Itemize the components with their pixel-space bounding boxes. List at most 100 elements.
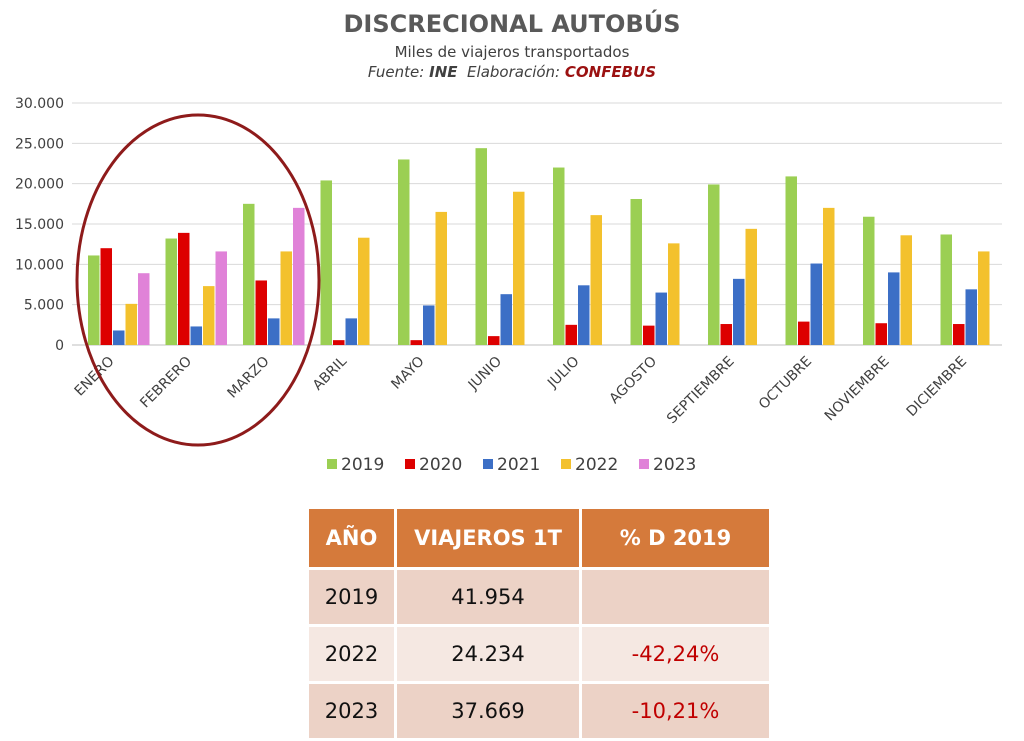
- bar-2022-agosto: [668, 243, 680, 345]
- table-row: 2023 37.669 -10,21%: [309, 684, 769, 738]
- bar-2021-septiembre: [733, 278, 745, 345]
- y-tick-label: 30.000: [15, 96, 64, 112]
- x-tick-label: MARZO: [224, 354, 272, 402]
- y-tick-label: 20.000: [15, 177, 64, 193]
- legend-swatch-2022: [561, 459, 571, 469]
- chart-subtitle: Miles de viajeros transportados: [394, 43, 630, 61]
- cell-pct: -10,21%: [582, 684, 769, 738]
- x-tick-label: JULIO: [544, 354, 582, 392]
- legend-label: 2021: [497, 455, 540, 475]
- x-tick-label: ABRIL: [310, 353, 350, 393]
- bar-2020-agosto: [643, 325, 655, 345]
- x-tick-label: NOVIEMBRE: [822, 354, 893, 425]
- bar-2019-marzo: [243, 203, 255, 345]
- bar-2021-marzo: [268, 318, 280, 345]
- bar-2020-noviembre: [875, 323, 887, 345]
- bar-2021-junio: [500, 294, 512, 345]
- bar-2021-mayo: [423, 305, 435, 345]
- x-tick-label: OCTUBRE: [756, 354, 815, 413]
- header-pct: % D 2019: [582, 509, 769, 567]
- bar-2019-enero: [88, 255, 100, 345]
- x-tick-label: FEBRERO: [137, 354, 195, 412]
- legend-label: 2019: [341, 455, 384, 475]
- bar-2021-agosto: [655, 292, 667, 345]
- bar-2019-agosto: [630, 198, 642, 345]
- table-header-row: AÑO VIAJEROS 1T % D 2019: [309, 509, 769, 567]
- legend-swatch-2020: [405, 459, 415, 469]
- bar-2022-diciembre: [978, 251, 990, 345]
- elaboration-prefix: Elaboración:: [467, 63, 561, 81]
- x-tick-label: DICIEMBRE: [904, 354, 970, 420]
- bar-2022-julio: [590, 215, 602, 345]
- bar-2020-febrero: [178, 232, 190, 345]
- bar-2020-abril: [333, 340, 345, 345]
- cell-year: 2023: [309, 684, 394, 738]
- summary-table: AÑO VIAJEROS 1T % D 2019 2019 41.954 202…: [306, 506, 772, 741]
- bar-2022-octubre: [823, 207, 835, 345]
- cell-travelers: 24.234: [397, 627, 579, 681]
- legend-swatch-2021: [483, 459, 493, 469]
- bar-2022-septiembre: [745, 228, 757, 345]
- bar-2019-julio: [553, 167, 565, 345]
- bar-2022-junio: [513, 191, 525, 345]
- bar-2020-mayo: [410, 340, 422, 345]
- cell-pct: -42,24%: [582, 627, 769, 681]
- bar-2021-abril: [345, 318, 357, 345]
- cell-pct: [582, 570, 769, 624]
- bar-2021-enero: [113, 330, 125, 345]
- bar-2022-mayo: [435, 211, 447, 345]
- legend-swatch-2019: [327, 459, 337, 469]
- bar-2021-noviembre: [888, 272, 900, 345]
- bar-2019-diciembre: [940, 234, 952, 345]
- bar-2019-febrero: [165, 238, 177, 345]
- y-tick-label: 15.000: [15, 217, 64, 233]
- x-tick-label: AGOSTO: [607, 354, 661, 408]
- x-axis-ticks: ENERO FEBRERO MARZO ABRIL MAYO JUNIO JULIO AGOS…: [72, 353, 970, 427]
- bar-2019-octubre: [785, 176, 797, 345]
- bars: [88, 148, 990, 345]
- header-travelers: VIAJEROS 1T: [397, 509, 579, 567]
- table-row: 2022 24.234 -42,24%: [309, 627, 769, 681]
- y-axis-ticks: 0 5.000 10.000 15.000 20.000 25.000 30.000: [15, 96, 64, 354]
- y-tick-label: 5.000: [24, 298, 64, 314]
- bar-2020-diciembre: [953, 324, 965, 345]
- bar-2021-julio: [578, 285, 590, 345]
- legend-swatch-2023: [639, 459, 649, 469]
- bar-2022-febrero: [203, 286, 215, 345]
- bar-2022-enero: [125, 303, 137, 345]
- cell-travelers: 41.954: [397, 570, 579, 624]
- table-row: 2019 41.954: [309, 570, 769, 624]
- cell-travelers: 37.669: [397, 684, 579, 738]
- x-tick-label: MAYO: [388, 354, 427, 393]
- bar-2021-diciembre: [965, 289, 977, 345]
- highlight-ellipse: [75, 113, 321, 447]
- bar-2019-noviembre: [863, 216, 875, 345]
- legend-label: 2022: [575, 455, 618, 475]
- bar-2021-febrero: [190, 326, 202, 345]
- legend-label: 2023: [653, 455, 696, 475]
- x-tick-label: SEPTIEMBRE: [664, 354, 738, 428]
- bar-2023-marzo: [293, 207, 305, 345]
- bar-2019-septiembre: [708, 184, 720, 345]
- chart-source: Fuente: INE Elaboración: CONFEBUS: [0, 63, 1024, 81]
- bar-2019-junio: [475, 148, 487, 345]
- bar-2019-mayo: [398, 159, 410, 345]
- cell-year: 2022: [309, 627, 394, 681]
- source-name: INE: [429, 63, 458, 81]
- bar-2022-noviembre: [900, 235, 912, 345]
- y-tick-label: 0: [55, 338, 64, 354]
- cell-year: 2019: [309, 570, 394, 624]
- bar-2022-marzo: [280, 251, 292, 345]
- legend: 2019 2020 2021 2022 2023: [327, 455, 696, 475]
- source-prefix: Fuente:: [367, 63, 425, 81]
- bar-2020-marzo: [255, 280, 267, 345]
- bar-2023-febrero: [215, 251, 227, 345]
- bar-2019-abril: [320, 180, 332, 345]
- legend-label: 2020: [419, 455, 462, 475]
- bar-2020-junio: [488, 336, 500, 345]
- bar-2021-octubre: [810, 263, 822, 345]
- bar-2020-septiembre: [720, 324, 732, 345]
- header-year: AÑO: [309, 509, 394, 567]
- bar-2023-enero: [138, 273, 150, 345]
